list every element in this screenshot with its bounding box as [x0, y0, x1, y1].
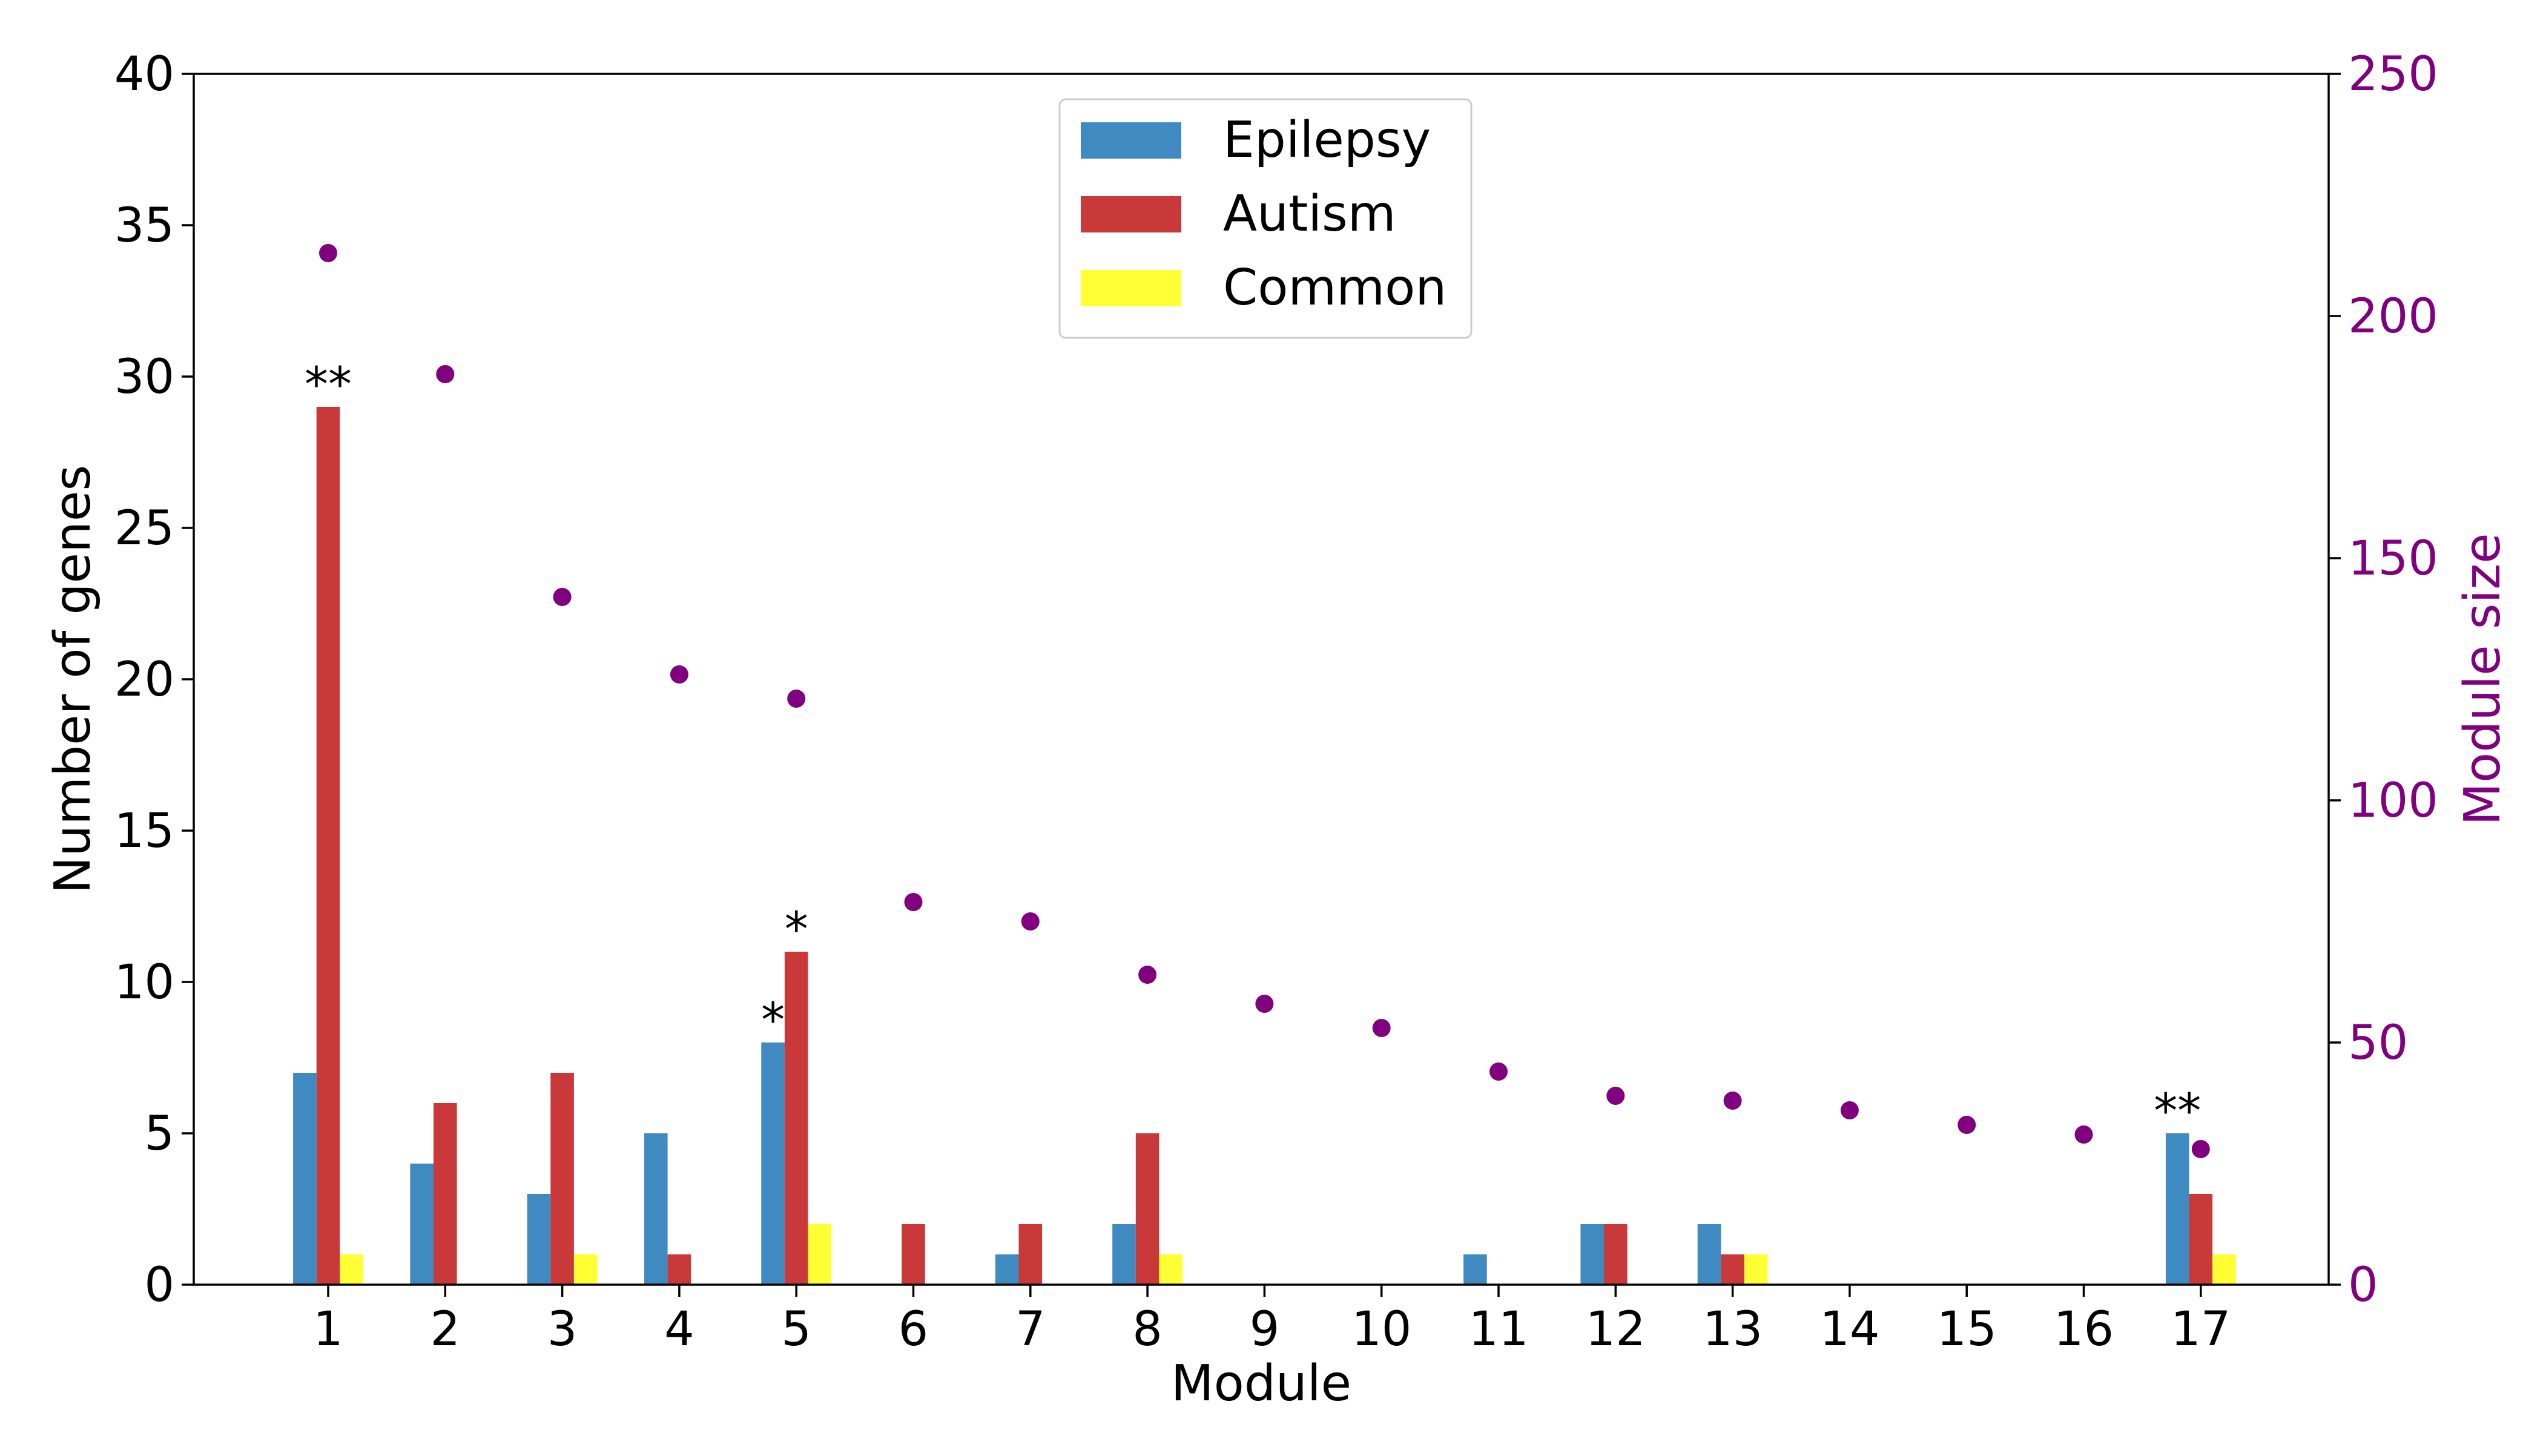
- legend-swatch-autism: [1081, 196, 1181, 232]
- y-axis-title: Number of genes: [44, 465, 102, 894]
- significance-marker-2: *: [761, 993, 785, 1048]
- module-size-point-12: [1606, 1087, 1625, 1105]
- x-tick-label-2: 2: [430, 1302, 460, 1357]
- y2-tick-label-100: 100: [2348, 774, 2438, 828]
- bar-autism-module-6: [902, 1224, 925, 1285]
- module-size-point-7: [1021, 912, 1040, 931]
- x-tick-label-8: 8: [1132, 1302, 1163, 1357]
- x-tick-label-1: 1: [313, 1302, 343, 1357]
- x-tick-label-16: 16: [2054, 1302, 2114, 1357]
- y2-tick-label-250: 250: [2348, 47, 2438, 102]
- legend-swatch-common: [1081, 270, 1181, 306]
- bar-epilepsy-module-7: [995, 1254, 1019, 1285]
- x-tick-label-13: 13: [1703, 1302, 1763, 1357]
- x-tick-label-3: 3: [547, 1302, 578, 1357]
- x-axis: 1 2 3 4 5 6 7 8 9 10 11 12 13 14 15 16 17: [313, 1285, 2231, 1357]
- left-axis: 0 5 10 15 20 25 30 35 40: [114, 47, 194, 1313]
- x-tick-label-7: 7: [1015, 1302, 1046, 1357]
- module-size-point-9: [1255, 995, 1274, 1013]
- significance-marker-4: **: [2154, 1084, 2201, 1139]
- module-size-point-8: [1138, 966, 1157, 984]
- right-axis: 0 50 100 150 200 250: [2329, 47, 2438, 1313]
- bar-common-module-5: [808, 1224, 832, 1285]
- bar-epilepsy-module-17: [2165, 1133, 2189, 1285]
- y2-tick-label-50: 50: [2348, 1016, 2408, 1070]
- significance-annotations: ******: [305, 358, 2201, 1139]
- y-tick-label-20: 20: [114, 653, 174, 707]
- y-tick-label-25: 25: [114, 501, 174, 556]
- module-size-point-11: [1489, 1062, 1508, 1081]
- y2-tick-label-0: 0: [2348, 1258, 2378, 1313]
- y-tick-label-0: 0: [144, 1258, 174, 1313]
- x-tick-label-11: 11: [1468, 1302, 1528, 1357]
- legend-label-autism: Autism: [1223, 185, 1396, 243]
- legend: Epilepsy Autism Common: [1058, 98, 1473, 339]
- module-size-points: [319, 244, 2210, 1158]
- x-tick-label-17: 17: [2171, 1302, 2231, 1357]
- bar-common-module-8: [1159, 1254, 1182, 1285]
- bar-autism-module-7: [1018, 1224, 1043, 1285]
- y2-axis-title: Module size: [2454, 533, 2512, 825]
- bar-epilepsy-module-4: [644, 1133, 668, 1285]
- x-axis-title: Module: [1171, 1355, 1351, 1412]
- module-size-point-16: [2074, 1125, 2093, 1144]
- bar-epilepsy-module-1: [293, 1073, 317, 1285]
- bar-autism-module-2: [434, 1103, 457, 1285]
- bar-autism-module-17: [2189, 1194, 2213, 1285]
- y-tick-label-10: 10: [114, 955, 174, 1010]
- y-tick-label-40: 40: [114, 47, 174, 102]
- module-size-point-13: [1723, 1092, 1742, 1110]
- y-tick-label-30: 30: [114, 350, 174, 404]
- y-tick-label-35: 35: [114, 199, 174, 253]
- bar-autism-module-13: [1721, 1254, 1744, 1285]
- x-tick-label-4: 4: [664, 1302, 694, 1357]
- x-tick-label-6: 6: [899, 1302, 929, 1357]
- x-tick-label-12: 12: [1586, 1302, 1646, 1357]
- x-tick-label-14: 14: [1819, 1302, 1879, 1357]
- bar-autism-module-1: [316, 407, 340, 1285]
- module-size-point-14: [1840, 1101, 1859, 1119]
- significance-marker-1: **: [305, 358, 352, 412]
- module-size-point-5: [787, 690, 806, 708]
- y2-tick-label-150: 150: [2348, 532, 2438, 586]
- module-size-point-15: [1958, 1116, 1976, 1134]
- bar-autism-module-12: [1604, 1224, 1628, 1285]
- significance-marker-3: *: [785, 903, 808, 957]
- bar-common-module-3: [573, 1254, 598, 1285]
- bar-common-module-13: [1744, 1254, 1768, 1285]
- bar-epilepsy-module-3: [527, 1194, 551, 1285]
- y2-tick-label-200: 200: [2348, 289, 2438, 344]
- bar-epilepsy-module-12: [1580, 1224, 1604, 1285]
- bar-common-module-17: [2212, 1254, 2236, 1285]
- bar-epilepsy-module-11: [1463, 1254, 1487, 1285]
- bar-epilepsy-module-5: [761, 1043, 785, 1285]
- legend-swatch-epilepsy: [1081, 122, 1181, 159]
- bars-layer: [293, 407, 2236, 1285]
- module-size-point-1: [319, 244, 337, 262]
- legend-label-common: Common: [1223, 259, 1446, 317]
- bar-epilepsy-module-8: [1112, 1224, 1136, 1285]
- module-size-point-17: [2191, 1140, 2210, 1158]
- module-size-point-10: [1372, 1019, 1391, 1037]
- x-tick-label-10: 10: [1351, 1302, 1411, 1357]
- module-size-point-2: [436, 365, 455, 383]
- bar-epilepsy-module-2: [410, 1164, 434, 1285]
- module-size-point-4: [670, 665, 688, 684]
- bar-common-module-1: [340, 1254, 363, 1285]
- y-tick-label-5: 5: [144, 1107, 174, 1161]
- bar-autism-module-3: [550, 1073, 574, 1285]
- bar-autism-module-8: [1135, 1133, 1159, 1285]
- x-tick-label-5: 5: [781, 1302, 811, 1357]
- bar-epilepsy-module-13: [1697, 1224, 1721, 1285]
- x-tick-label-9: 9: [1250, 1302, 1280, 1357]
- module-size-point-3: [553, 588, 572, 606]
- module-size-point-6: [904, 893, 923, 911]
- bar-autism-module-4: [667, 1254, 691, 1285]
- y-tick-label-15: 15: [114, 804, 174, 858]
- bar-autism-module-5: [784, 952, 808, 1285]
- x-tick-label-15: 15: [1937, 1302, 1997, 1357]
- legend-label-epilepsy: Epilepsy: [1223, 111, 1431, 169]
